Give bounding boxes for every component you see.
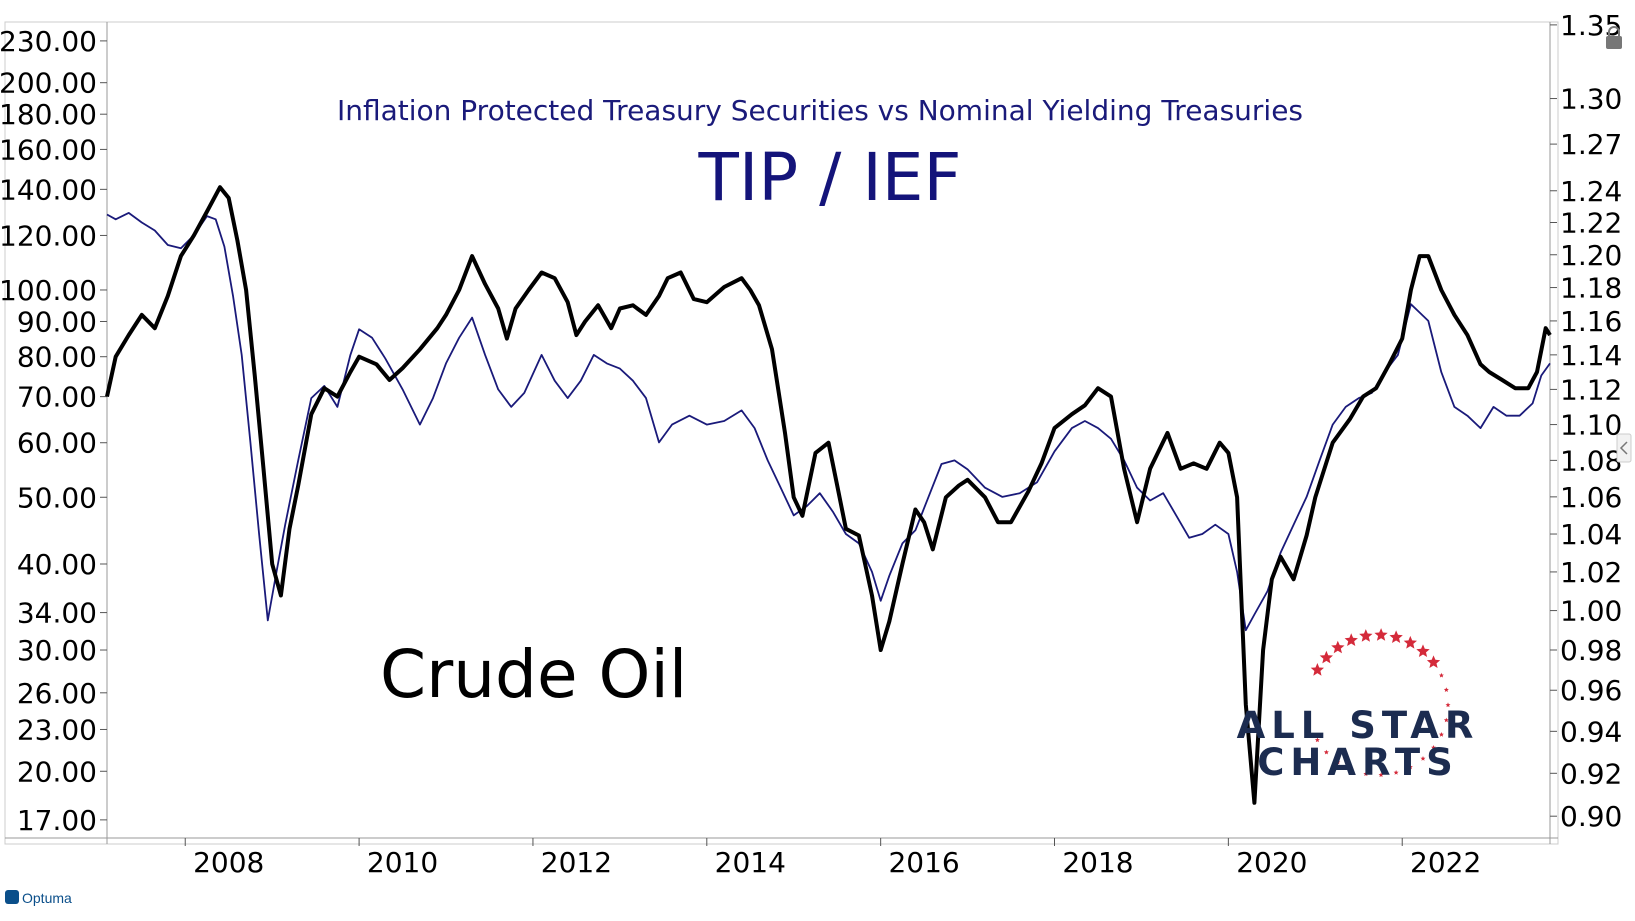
logo-star [1431, 745, 1436, 750]
optuma-icon [5, 890, 19, 904]
logo-star [1416, 644, 1430, 657]
logo-star [1374, 628, 1388, 641]
logo-star [1359, 629, 1373, 642]
x-tick-label: 2010 [367, 846, 438, 879]
logo-star [1426, 655, 1441, 668]
right-tick-label: 1.18 [1560, 272, 1622, 305]
right-axis-ticks: 1.351.301.271.241.221.201.181.161.141.12… [1550, 9, 1622, 833]
optuma-label: Optuma [22, 890, 72, 906]
logo-star [1439, 672, 1444, 678]
x-tick-label: 2018 [1062, 846, 1133, 879]
crude-oil-annotation: Crude Oil [380, 636, 687, 713]
left-tick-label: 34.00 [17, 597, 97, 630]
x-tick-label: 2014 [715, 846, 786, 879]
logo-star [1335, 759, 1341, 765]
right-tick-label: 0.90 [1560, 800, 1622, 833]
logo-line-2: CHARTS [1257, 741, 1458, 784]
logo-star [1443, 717, 1449, 723]
logo-star [1348, 767, 1354, 772]
left-tick-label: 90.00 [17, 305, 97, 338]
left-tick-label: 140.00 [0, 173, 97, 206]
left-tick-label: 120.00 [0, 219, 97, 252]
logo-star [1310, 663, 1324, 676]
x-axis-ticks: 2008 2010 2012 2014 2016 2018 2020 2022 [184, 838, 1481, 879]
logo-star [1344, 633, 1358, 646]
x-tick-label: 2016 [888, 846, 959, 879]
right-tick-label: 1.00 [1560, 595, 1622, 628]
right-tick-label: 1.08 [1560, 444, 1622, 477]
chart-subtitle: Inflation Protected Treasury Securities … [337, 94, 1303, 127]
left-tick-label: 200.00 [0, 67, 97, 100]
logo-star [1389, 630, 1403, 643]
chart-title: TIP / IEF [698, 139, 962, 216]
left-tick-label: 230.00 [0, 25, 97, 58]
all-star-charts-logo: ALL STAR CHARTS [1237, 628, 1480, 784]
optuma-logo: Optuma [5, 890, 72, 906]
logo-star [1378, 772, 1384, 777]
lock-icon[interactable] [1606, 26, 1622, 49]
logo-star [1323, 749, 1329, 755]
right-tick-label: 1.16 [1560, 305, 1622, 338]
logo-star [1331, 640, 1345, 654]
x-tick-label: 2022 [1410, 846, 1481, 879]
x-tick-label: 2008 [193, 846, 264, 879]
logo-star [1319, 650, 1333, 664]
right-tick-label: 1.22 [1560, 206, 1622, 239]
logo-star [1407, 764, 1413, 770]
logo-star [1420, 756, 1426, 761]
right-tick-label: 1.24 [1560, 175, 1622, 208]
left-tick-label: 20.00 [17, 755, 97, 788]
left-tick-label: 17.00 [17, 804, 97, 837]
right-tick-label: 1.06 [1560, 481, 1622, 514]
series-layer [105, 185, 1552, 805]
left-tick-label: 160.00 [0, 133, 97, 166]
tip-ief-line [106, 212, 1551, 632]
logo-star [1314, 737, 1320, 743]
left-tick-label: 60.00 [17, 427, 97, 460]
x-tick-label: 2020 [1236, 846, 1307, 879]
logo-star [1363, 771, 1369, 776]
logo-stars [1310, 628, 1451, 777]
right-tick-label: 1.14 [1560, 339, 1622, 372]
left-tick-label: 100.00 [0, 274, 97, 307]
crude-oil-line [105, 185, 1552, 805]
logo-star [1443, 687, 1449, 692]
left-tick-label: 23.00 [17, 713, 97, 746]
right-tick-label: 1.27 [1560, 128, 1622, 161]
right-tick-label: 1.12 [1560, 373, 1622, 406]
left-tick-label: 80.00 [17, 341, 97, 374]
left-tick-label: 70.00 [17, 381, 97, 414]
right-tick-label: 1.02 [1560, 556, 1622, 589]
left-tick-label: 50.00 [17, 481, 97, 514]
right-tick-label: 0.94 [1560, 715, 1622, 748]
right-tick-label: 1.30 [1560, 83, 1622, 116]
left-tick-label: 30.00 [17, 634, 97, 667]
logo-star [1393, 770, 1399, 775]
right-tick-label: 0.92 [1560, 757, 1622, 790]
left-tick-label: 40.00 [17, 548, 97, 581]
logo-line-1: ALL STAR [1237, 704, 1480, 747]
collapse-panel-icon[interactable] [1616, 433, 1632, 463]
left-tick-label: 180.00 [0, 98, 97, 131]
logo-star [1445, 702, 1451, 708]
logo-star [1403, 635, 1417, 649]
plot-area [4, 21, 1559, 845]
right-tick-label: 1.04 [1560, 518, 1622, 551]
left-tick-label: 26.00 [17, 677, 97, 710]
right-tick-label: 0.98 [1560, 634, 1622, 667]
x-tick-label: 2012 [541, 846, 612, 879]
right-tick-label: 1.20 [1560, 239, 1622, 272]
right-tick-label: 0.96 [1560, 674, 1622, 707]
logo-star [1439, 732, 1444, 737]
right-tick-label: 1.10 [1560, 409, 1622, 442]
